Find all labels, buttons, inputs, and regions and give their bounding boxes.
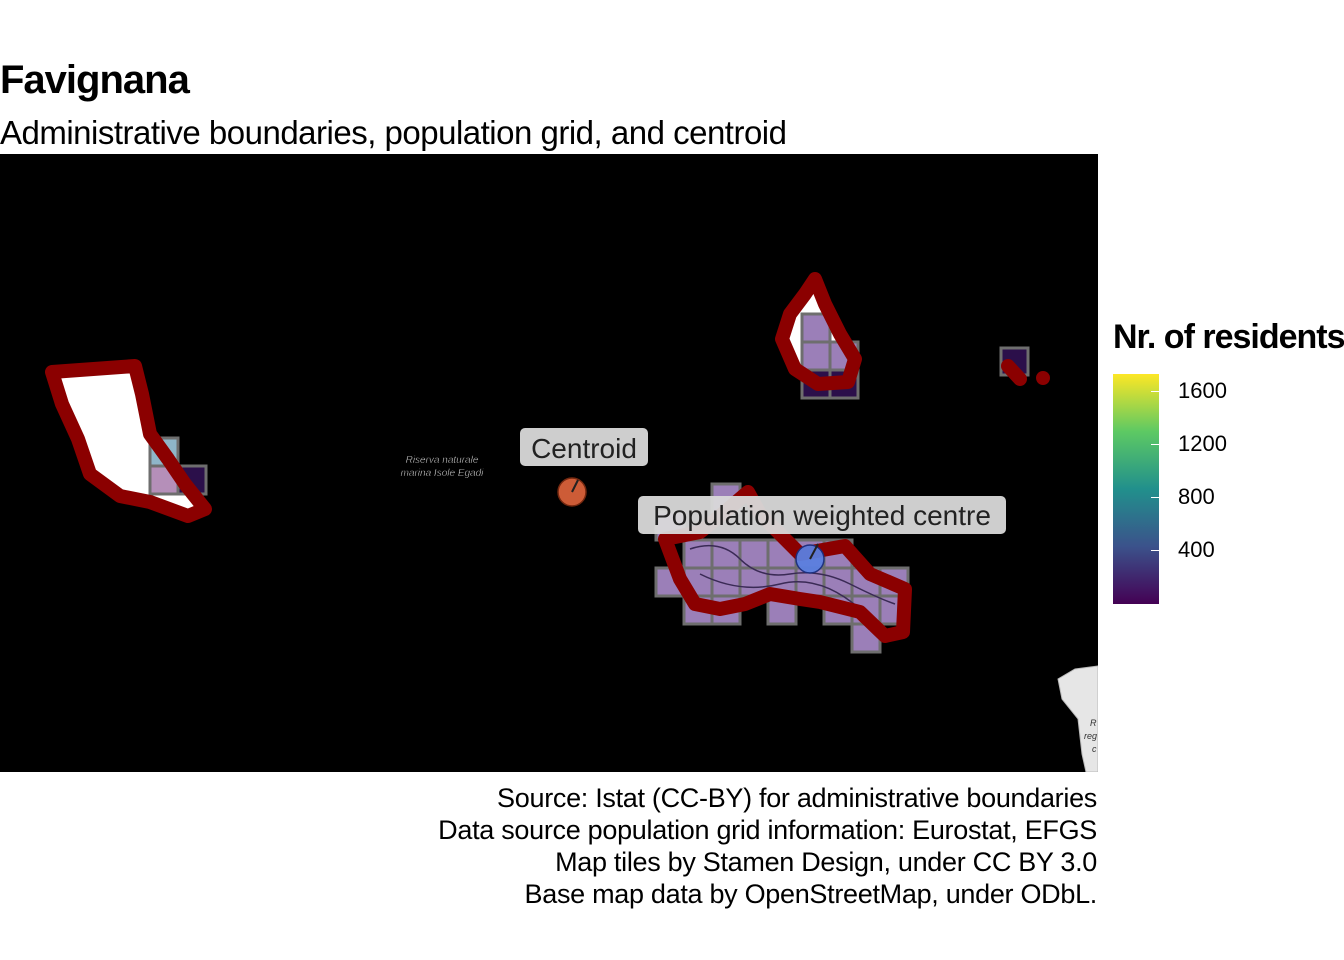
map-subtitle: Administrative boundaries, population gr… — [0, 114, 787, 151]
residents-legend: Nr. of residents 1600 1200 800 400 — [1113, 318, 1344, 618]
north-island — [775, 272, 862, 400]
legend-tick-1600 — [1151, 391, 1159, 392]
caption-line-4: Base map data by OpenStreetMap, under OD… — [524, 879, 1098, 909]
corner-text-1: R — [1090, 718, 1097, 728]
caption-line-3: Map tiles by Stamen Design, under CC BY … — [555, 847, 1097, 877]
favignana-boundary — [658, 485, 912, 643]
centroid-label-text: Centroid — [531, 433, 637, 464]
map-title: Favignana — [0, 58, 190, 102]
legend-label-400: 400 — [1178, 537, 1215, 562]
caption-line-1: Source: Istat (CC-BY) for administrative… — [497, 783, 1097, 813]
population-centre-marker — [795, 543, 825, 574]
north-island-boundary — [775, 272, 862, 391]
legend-label-1200: 1200 — [1178, 431, 1227, 456]
legend-tick-400 — [1151, 550, 1159, 551]
population-centre-label: Population weighted centre — [638, 496, 1006, 534]
legend-label-1600: 1600 — [1178, 378, 1227, 403]
levanzo-boundary — [45, 359, 212, 523]
levanzo-island — [45, 359, 212, 523]
legend-title: Nr. of residents — [1113, 318, 1344, 356]
reserve-label-line1: Riserva naturale — [406, 455, 479, 466]
centroid-label: Centroid — [520, 428, 648, 466]
reserve-label-line2: marina Isole Egadi — [401, 468, 485, 479]
legend-tick-800 — [1151, 497, 1159, 498]
eastern-islets — [999, 346, 1050, 386]
coast-corner: R reg c — [1057, 665, 1098, 772]
centroid-marker — [557, 477, 587, 507]
map-panel: R reg c Riserva naturale marina Isole Eg… — [0, 154, 1098, 772]
corner-text-2: reg — [1084, 731, 1097, 741]
caption-line-2: Data source population grid information:… — [438, 815, 1097, 845]
legend-colorbar — [1113, 374, 1159, 604]
favignana-island — [654, 482, 912, 654]
legend-tick-1200 — [1151, 444, 1159, 445]
map-caption: Source: Istat (CC-BY) for administrative… — [438, 782, 1097, 910]
corner-text-3: c — [1092, 744, 1097, 754]
legend-label-800: 800 — [1178, 484, 1215, 509]
population-centre-label-text: Population weighted centre — [653, 500, 991, 531]
